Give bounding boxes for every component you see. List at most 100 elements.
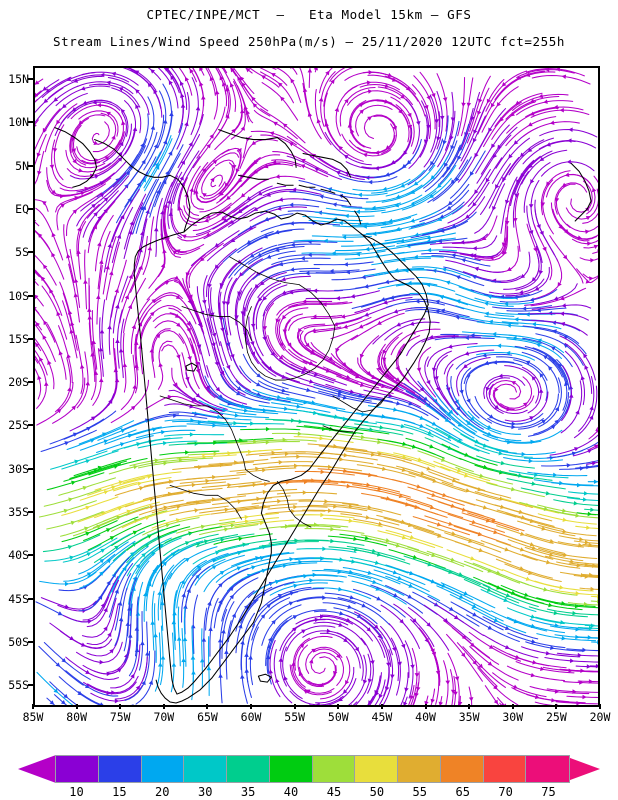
streamline (190, 161, 209, 210)
streamline-arrow-icon (99, 559, 105, 564)
streamline-arrow-icon (201, 637, 207, 642)
streamline (449, 150, 486, 199)
streamline-arrow-icon (130, 405, 136, 411)
streamline-arrow-icon (153, 143, 158, 149)
streamline-arrow-icon (43, 320, 48, 326)
streamline (163, 222, 201, 256)
streamline-arrow-icon (444, 417, 450, 423)
streamline (539, 128, 598, 138)
streamline (449, 593, 504, 622)
streamline-arrow-icon (583, 601, 589, 607)
streamline (378, 666, 390, 705)
streamline-arrow-icon (592, 563, 597, 568)
streamline-arrow-icon (549, 120, 555, 125)
streamline-arrow-icon (181, 657, 186, 663)
streamline (120, 318, 125, 379)
streamline (462, 646, 506, 688)
streamline (35, 271, 40, 278)
streamline (305, 646, 343, 674)
streamline (250, 130, 297, 146)
streamline-arrow-icon (78, 120, 84, 125)
streamline-arrow-icon (240, 640, 245, 645)
streamline-arrow-icon (394, 202, 400, 208)
streamline (507, 539, 566, 557)
streamline (433, 362, 459, 416)
streamline (318, 452, 378, 461)
streamline-arrow-icon (510, 112, 515, 117)
streamline-arrow-icon (516, 179, 521, 184)
streamline-arrow-icon (275, 678, 280, 684)
streamline-arrow-icon (481, 235, 487, 241)
streamline-arrow-icon (150, 620, 155, 625)
streamline-arrow-icon (82, 485, 88, 491)
streamline-arrow-icon (400, 183, 406, 188)
streamline-arrow-icon (309, 578, 314, 583)
streamline (313, 621, 366, 646)
streamline (407, 486, 465, 506)
streamline (153, 457, 214, 464)
streamline (219, 341, 251, 391)
colorbar-tick-label: 75 (541, 785, 556, 799)
streamline-arrow-icon (197, 419, 203, 425)
streamline (199, 178, 248, 213)
streamline-arrow-icon (531, 375, 537, 381)
streamline (313, 386, 372, 402)
streamline (223, 68, 228, 74)
streamline (114, 481, 174, 497)
streamline (93, 506, 150, 529)
streamline-arrow-icon (283, 406, 289, 411)
streamline (507, 632, 566, 649)
streamline (342, 470, 403, 483)
streamline-arrow-icon (426, 247, 432, 253)
streamline (35, 341, 42, 352)
streamline-arrow-icon (195, 106, 201, 111)
streamline-arrow-icon (439, 228, 445, 233)
streamline-arrow-icon (80, 86, 86, 91)
streamline-arrow-icon (455, 315, 460, 320)
streamline (268, 596, 323, 619)
streamline (124, 603, 133, 663)
streamline (102, 236, 117, 295)
streamline (434, 564, 491, 588)
streamline (76, 81, 134, 95)
streamline-arrow-icon (205, 478, 210, 484)
streamline (162, 487, 223, 496)
streamline-arrow-icon (559, 480, 564, 486)
streamline-arrow-icon (468, 697, 474, 702)
streamline (525, 641, 585, 652)
streamline-arrow-icon (401, 467, 407, 472)
streamline (151, 328, 171, 378)
streamline (252, 299, 264, 357)
streamline-arrow-icon (67, 386, 72, 392)
streamline-arrow-icon (408, 401, 413, 406)
streamline-arrow-icon (320, 614, 325, 619)
x-tick-label: 80W (66, 710, 87, 724)
streamline-arrow-icon (85, 531, 91, 537)
streamline (121, 508, 180, 529)
streamline (75, 641, 123, 663)
streamline (565, 188, 598, 220)
streamline (506, 307, 567, 312)
streamline (401, 177, 452, 211)
colorbar-band (355, 756, 398, 782)
streamline (342, 503, 402, 516)
streamline-arrow-icon (199, 658, 205, 663)
streamline (525, 533, 584, 548)
streamline-arrow-icon (474, 189, 479, 195)
x-tick-mark (32, 704, 34, 709)
streamline-arrow-icon (66, 76, 72, 82)
streamline (207, 262, 224, 318)
streamline (496, 509, 555, 527)
streamline (49, 681, 78, 705)
streamline-arrow-icon (597, 639, 598, 645)
streamline-arrow-icon (488, 644, 494, 649)
streamline (324, 131, 372, 166)
streamline-arrow-icon (195, 368, 201, 374)
streamline-arrow-icon (536, 343, 541, 348)
streamline-arrow-icon (531, 276, 537, 282)
streamline-arrow-icon (311, 648, 317, 653)
streamline-arrow-icon (302, 299, 307, 304)
streamline (259, 453, 320, 457)
streamline-arrow-icon (218, 599, 223, 605)
streamline (87, 675, 139, 694)
